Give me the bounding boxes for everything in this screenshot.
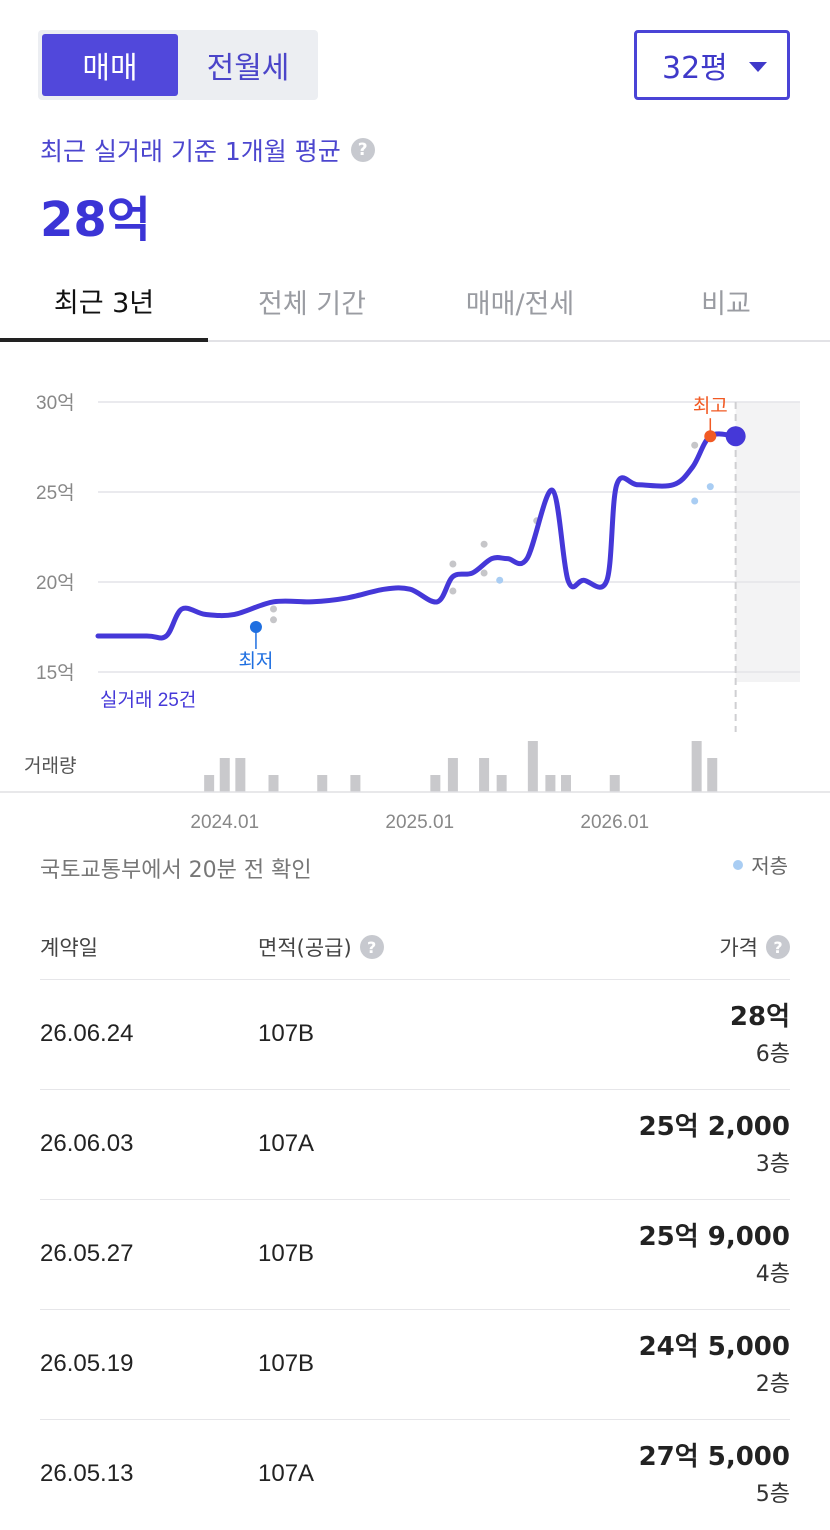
y-tick-label: 20억 — [36, 572, 75, 594]
header-area: 면적(공급) ? — [258, 932, 384, 962]
volume-bar — [447, 758, 458, 792]
average-price-value: 28억 — [40, 192, 151, 248]
table-row[interactable]: 26.06.24 107B 28억 6층 — [40, 980, 790, 1090]
low-point-marker — [249, 621, 262, 633]
contract-date: 26.05.13 — [40, 1460, 134, 1487]
x-tick-label: 2026.01 — [580, 812, 649, 833]
latest-point-marker — [725, 426, 746, 447]
average-price-label: 최근 실거래 기준 1개월 평균 ? — [40, 132, 375, 168]
transaction-dot — [449, 560, 457, 568]
high-point-marker — [704, 430, 717, 443]
header-contract-date-label: 계약일 — [40, 936, 98, 960]
transaction-dot — [270, 605, 277, 613]
help-icon[interactable]: ? — [766, 935, 790, 959]
contract-date: 26.05.27 — [40, 1240, 134, 1267]
sale-tab-button[interactable]: 매매 — [42, 34, 178, 96]
rent-tab-button[interactable]: 전월세 — [206, 51, 290, 86]
volume-bar — [707, 758, 718, 792]
volume-bar — [317, 775, 328, 792]
volume-bar — [479, 758, 490, 792]
transaction-dot — [449, 587, 457, 595]
volume-bar — [527, 741, 538, 792]
x-tick-label: 2025.01 — [385, 812, 454, 833]
transaction-dot — [270, 616, 277, 624]
volume-label: 거래량 — [24, 755, 76, 777]
header-price-label: 가격 — [719, 936, 758, 960]
help-icon[interactable]: ? — [350, 138, 375, 162]
table-row[interactable]: 26.06.03 107A 25억 2,000 3층 — [40, 1090, 790, 1200]
volume-bar — [496, 775, 507, 792]
volume-bar — [430, 775, 441, 792]
floor: 4층 — [755, 1262, 790, 1287]
floor: 5층 — [755, 1482, 790, 1507]
floor: 2층 — [755, 1372, 790, 1397]
low-floor-transaction-dot — [706, 483, 714, 491]
y-tick-label: 25억 — [36, 482, 75, 504]
volume-bar — [609, 775, 620, 792]
y-tick-label: 15억 — [36, 662, 75, 684]
area: 107A — [258, 1130, 315, 1157]
floor: 3층 — [755, 1152, 790, 1177]
chevron-down-icon — [749, 62, 767, 72]
transaction-dot — [691, 441, 699, 449]
contract-date: 26.06.03 — [40, 1130, 134, 1157]
low-point-label: 최저 — [238, 650, 273, 672]
average-price-label-text: 최근 실거래 기준 1개월 평균 — [40, 137, 341, 166]
volume-bar — [350, 775, 361, 792]
size-dropdown[interactable]: 32평 — [634, 30, 790, 100]
price: 28억 — [729, 1002, 790, 1032]
low-floor-transaction-dot — [691, 497, 699, 505]
trade-count-label: 실거래 25건 — [100, 689, 196, 711]
area: 107A — [258, 1460, 315, 1487]
table-row[interactable]: 26.05.13 107A 27억 5,000 5층 — [40, 1420, 790, 1530]
deal-type-toggle: 매매 전월세 — [38, 30, 318, 100]
volume-bar — [268, 775, 279, 792]
volume-bar — [235, 758, 246, 792]
floor: 6층 — [755, 1042, 790, 1067]
x-tick-label: 2024.01 — [190, 812, 259, 833]
price: 24억 5,000 — [638, 1332, 790, 1362]
price: 25억 9,000 — [638, 1222, 790, 1252]
high-point-label: 최고 — [693, 395, 728, 417]
size-dropdown-value: 32평 — [662, 51, 728, 86]
price: 25억 2,000 — [638, 1112, 790, 1142]
forecast-area — [735, 402, 800, 682]
tab-recent-3-years[interactable]: 최근 3년 — [0, 262, 208, 342]
transaction-dot — [480, 569, 488, 577]
tab-sale-vs-jeonse[interactable]: 매매/전세 — [465, 288, 575, 320]
source-note: 국토교통부에서 20분 전 확인 — [40, 858, 312, 883]
contract-date: 26.05.19 — [40, 1350, 134, 1377]
transactions-table-header: 계약일 면적(공급) ? 가격 ? — [40, 912, 790, 980]
header-price: 가격 ? — [719, 932, 790, 962]
volume-bar — [691, 741, 702, 792]
tab-compare[interactable]: 비교 — [701, 288, 751, 320]
tab-all-period[interactable]: 전체 기간 — [258, 288, 366, 320]
transaction-dot — [480, 540, 488, 548]
help-icon[interactable]: ? — [359, 935, 384, 959]
price: 27억 5,000 — [638, 1442, 790, 1472]
area: 107B — [258, 1020, 315, 1047]
header-contract-date: 계약일 — [40, 932, 98, 962]
volume-bar — [204, 775, 215, 792]
header-area-label: 면적(공급) — [258, 936, 352, 960]
price-trend-line — [95, 431, 739, 641]
table-row[interactable]: 26.05.27 107B 25억 9,000 4층 — [40, 1200, 790, 1310]
area: 107B — [258, 1240, 315, 1267]
chart-legend: 저층 — [733, 850, 788, 879]
volume-bar — [219, 758, 230, 792]
volume-bar — [561, 775, 571, 792]
volume-bar — [545, 775, 556, 792]
low-floor-transaction-dot — [496, 576, 504, 584]
low-floor-legend-dot — [733, 859, 744, 870]
y-tick-label: 30억 — [36, 392, 75, 414]
low-floor-legend-label: 저층 — [751, 854, 788, 878]
area: 107B — [258, 1350, 315, 1377]
table-row[interactable]: 26.05.19 107B 24억 5,000 2층 — [40, 1310, 790, 1420]
contract-date: 26.06.24 — [40, 1020, 134, 1047]
period-tabs: 최근 3년 전체 기간 매매/전세 비교 — [0, 262, 830, 342]
